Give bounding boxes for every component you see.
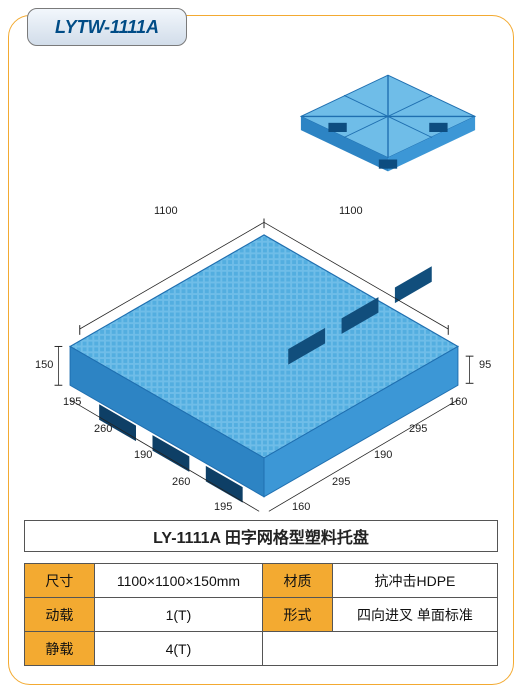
product-title: LY-1111A 田字网格型塑料托盘 <box>153 524 369 548</box>
dim-height: 150 <box>35 359 53 371</box>
spec-value: 四向进叉 单面标准 <box>332 598 497 632</box>
spec-table: 尺寸 1100×1100×150mm 材质 抗冲击HDPE 动载 1(T) 形式… <box>24 563 498 666</box>
spec-label: 动载 <box>25 598 95 632</box>
spec-value: 抗冲击HDPE <box>332 564 497 598</box>
dim-l-3: 260 <box>172 476 190 488</box>
dim-top-left: 1100 <box>154 205 178 217</box>
table-row: 尺寸 1100×1100×150mm 材质 抗冲击HDPE <box>25 564 498 598</box>
table-row: 静载 4(T) <box>25 632 498 666</box>
pallet-bottom-view <box>293 66 483 176</box>
image-area: 1100 1100 150 95 195 260 190 260 195 160… <box>19 56 503 546</box>
dim-top-right: 1100 <box>339 205 363 217</box>
dim-l-1: 260 <box>94 423 112 435</box>
dim-l-2: 190 <box>134 449 152 461</box>
dim-l-4: 195 <box>214 501 232 513</box>
spec-label: 静载 <box>25 632 95 666</box>
pallet-main-view: 1100 1100 150 95 195 260 190 260 195 160… <box>39 201 489 521</box>
dim-l-0: 195 <box>63 396 81 408</box>
spec-value: 1100×1100×150mm <box>94 564 262 598</box>
dim-r-2: 190 <box>374 449 392 461</box>
model-code: LYTW-1111A <box>55 17 159 38</box>
spec-label: 形式 <box>263 598 333 632</box>
table-row: 动载 1(T) 形式 四向进叉 单面标准 <box>25 598 498 632</box>
title-band: LY-1111A 田字网格型塑料托盘 <box>24 520 498 552</box>
dim-r-4: 160 <box>449 396 467 408</box>
dim-r-3: 295 <box>409 423 427 435</box>
dim-r-1: 295 <box>332 476 350 488</box>
dim-r-0: 160 <box>292 501 310 513</box>
spec-value: 4(T) <box>94 632 262 666</box>
spec-value: 1(T) <box>94 598 262 632</box>
spec-label: 尺寸 <box>25 564 95 598</box>
spec-label: 材质 <box>263 564 333 598</box>
dim-95: 95 <box>479 359 491 371</box>
product-card: LYTW-1111A <box>8 15 514 685</box>
model-tab: LYTW-1111A <box>27 8 187 46</box>
